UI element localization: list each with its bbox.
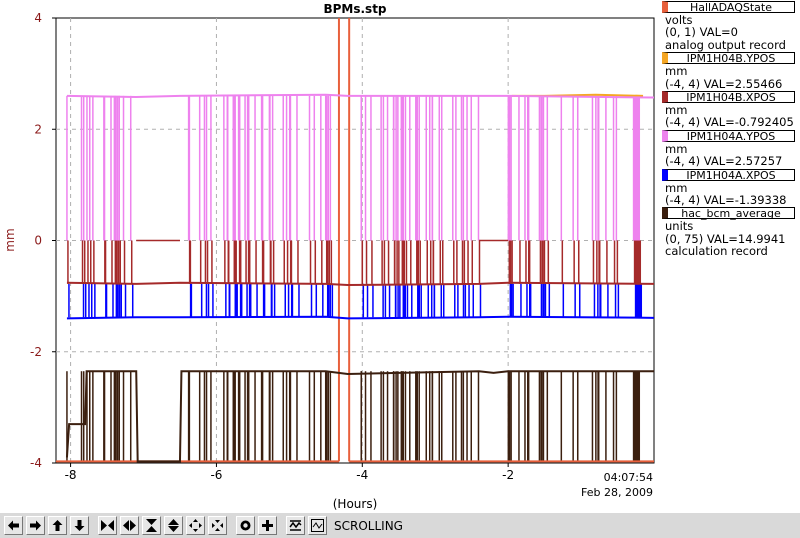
crosshair-icon[interactable] [258, 516, 277, 535]
legend-value: (0, 1) VAL=0 [665, 25, 738, 40]
pan-right-icon[interactable] [26, 516, 45, 535]
date-label: Feb 28, 2009 [581, 486, 653, 499]
x-tick-label: -4 [356, 468, 368, 482]
zoom-in-y-icon[interactable] [142, 516, 161, 535]
legend-swatch-ipm1h04a-ypos[interactable]: IPM1H04A.YPOS [662, 129, 795, 143]
legend-name: HallADAQState [689, 1, 773, 14]
legend-name: IPM1H04A.YPOS [686, 129, 776, 143]
time-label: 04:07:54 [604, 471, 653, 484]
series-line-hac_bcm_average [65, 370, 654, 463]
legend-units: units [665, 219, 694, 234]
axis-ticks: -8 -6 -4 -2 -4 -2 0 2 4 [30, 11, 514, 482]
x-axis-label: (Hours) [333, 497, 378, 511]
series-layer [56, 18, 655, 463]
legend-units: mm [665, 180, 688, 195]
legend-name: IPM1H04B.XPOS [686, 91, 776, 105]
grid-lines [56, 18, 654, 463]
pan-down-icon[interactable] [70, 516, 89, 535]
legend-note: analog output record [665, 37, 786, 52]
toolbar: SCROLLING [0, 512, 800, 538]
strip-chart: -8 -6 -4 -2 -4 -2 0 2 4 BPMs.stp mm (Hours) 04:0… [3, 2, 655, 511]
fit-icon[interactable] [286, 516, 305, 535]
legend-swatch-hac-bcm-average[interactable]: hac_bcm_average [662, 207, 795, 221]
chart-title: BPMs.stp [323, 2, 386, 16]
legend-units: mm [665, 103, 688, 118]
series-line-ipm1h04a.ypos [66, 93, 655, 99]
y-tick-label: 4 [34, 11, 42, 25]
scroll-status: SCROLLING [334, 518, 403, 533]
y-tick-label: -4 [30, 456, 42, 470]
legend-name: IPM1H04A.XPOS [686, 168, 776, 182]
legend-name: IPM1H04B.YPOS [686, 52, 776, 66]
legend-swatch-ipm1h04b-ypos[interactable]: IPM1H04B.YPOS [662, 52, 795, 66]
zoom-in-both-icon[interactable] [186, 516, 205, 535]
legend-value: (-4, 4) VAL=-1.39338 [665, 193, 787, 208]
pan-left-icon[interactable] [4, 516, 23, 535]
zoom-out-y-icon[interactable] [164, 516, 183, 535]
y-tick-label: 0 [34, 234, 42, 248]
record-icon[interactable] [236, 516, 255, 535]
zoom-in-x-icon[interactable] [98, 516, 117, 535]
legend-units: mm [665, 64, 688, 79]
legend-swatch-ipm1h04a-xpos[interactable]: IPM1H04A.XPOS [662, 168, 795, 182]
y-tick-label: -2 [30, 345, 42, 359]
legend-value: (-4, 4) VAL=2.57257 [665, 154, 783, 169]
legend-note: calculation record [665, 244, 768, 259]
x-tick-label: -2 [502, 468, 514, 482]
y-axis-label: mm [3, 228, 17, 251]
series-line-ipm1h04a.xpos [66, 315, 655, 320]
legend-units: volts [665, 13, 693, 27]
zoom-out-both-icon[interactable] [208, 516, 227, 535]
legend-value: (-4, 4) VAL=-0.792405 [665, 115, 794, 130]
legend-swatch-hallA-daq-state[interactable]: HallADAQState [662, 1, 795, 14]
legend-swatch-ipm1h04b-xpos[interactable]: IPM1H04B.XPOS [662, 91, 795, 105]
legend-value: (-4, 4) VAL=2.55466 [665, 76, 783, 91]
x-tick-label: -6 [210, 468, 222, 482]
legend-units: mm [665, 141, 688, 156]
pan-up-icon[interactable] [48, 516, 67, 535]
series-line-ipm1h04b.xpos [66, 281, 655, 287]
zoom-out-x-icon[interactable] [120, 516, 139, 535]
legend-value: (0, 75) VAL=14.9941 [665, 231, 786, 246]
strip-icon[interactable] [308, 516, 327, 535]
y-tick-label: 2 [34, 122, 42, 136]
legend: HallADAQState volts (0, 1) VAL=0 analog … [657, 0, 800, 258]
signal-bursts [66, 95, 643, 462]
x-tick-label: -8 [65, 468, 77, 482]
legend-name: hac_bcm_average [681, 207, 781, 221]
